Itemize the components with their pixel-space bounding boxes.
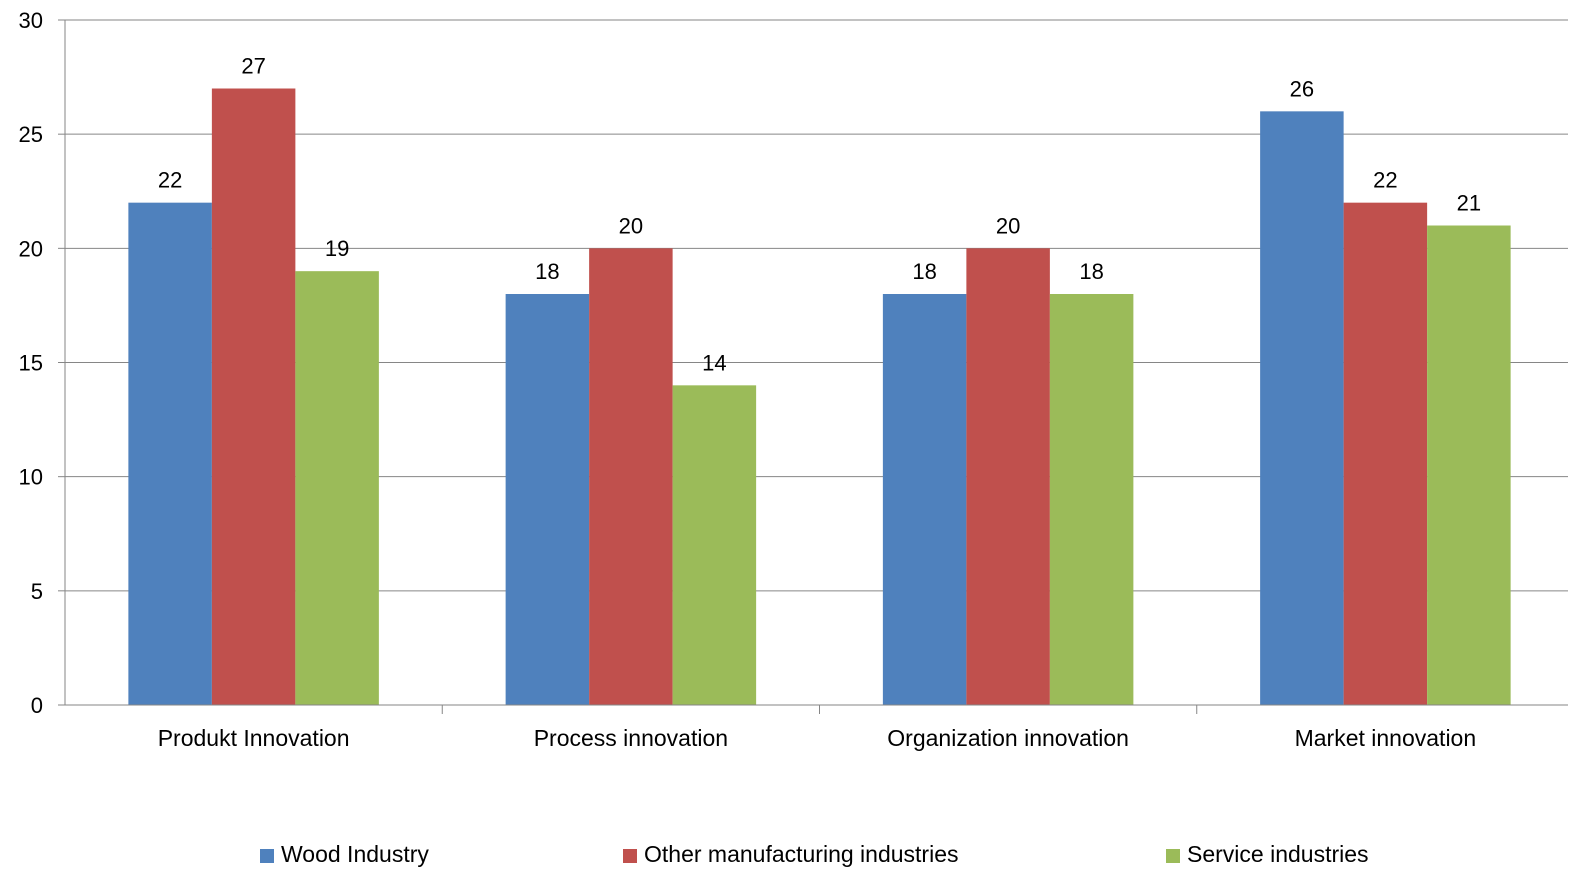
data-label: 27 bbox=[241, 54, 265, 79]
bar bbox=[211, 88, 296, 705]
bar bbox=[295, 271, 379, 705]
x-category-label: Produkt Innovation bbox=[158, 725, 350, 751]
axes: 0 5 10 15 20 25 30 Produkt Innovation Process in… bbox=[19, 8, 1568, 751]
data-label: 22 bbox=[1373, 168, 1397, 193]
legend-item: Service industries bbox=[1166, 841, 1369, 867]
data-label: 20 bbox=[619, 213, 643, 238]
y-tick-label: 5 bbox=[31, 579, 43, 604]
legend-label: Service industries bbox=[1187, 841, 1369, 867]
y-tick-label: 30 bbox=[19, 8, 43, 33]
bar bbox=[1049, 294, 1134, 705]
data-label: 20 bbox=[996, 213, 1020, 238]
data-label: 22 bbox=[158, 168, 182, 193]
y-tick-label: 25 bbox=[19, 122, 43, 147]
legend: Wood Industry Other manufacturing industr… bbox=[260, 841, 1369, 867]
data-label: 21 bbox=[1457, 191, 1481, 216]
data-labels: 22 27 19 18 20 14 18 20 18 26 22 21 bbox=[158, 54, 1481, 376]
legend-item: Wood Industry bbox=[260, 841, 429, 867]
y-tick-label: 0 bbox=[31, 693, 43, 718]
data-label: 19 bbox=[325, 236, 349, 261]
bar bbox=[128, 202, 212, 705]
data-label: 18 bbox=[535, 259, 559, 284]
bar bbox=[1427, 225, 1511, 705]
legend-swatch bbox=[623, 849, 637, 863]
y-tick-label: 10 bbox=[19, 465, 43, 490]
bar bbox=[882, 294, 967, 705]
legend-label: Other manufacturing industries bbox=[644, 841, 959, 867]
x-category-label: Market innovation bbox=[1295, 725, 1477, 751]
data-label: 14 bbox=[702, 350, 726, 375]
bar bbox=[505, 294, 590, 705]
legend-swatch bbox=[1166, 849, 1180, 863]
data-label: 18 bbox=[912, 259, 936, 284]
y-tick-label: 20 bbox=[19, 236, 43, 261]
bar bbox=[672, 385, 757, 705]
legend-label: Wood Industry bbox=[281, 841, 429, 867]
x-category-label: Process innovation bbox=[534, 725, 728, 751]
data-label: 26 bbox=[1290, 76, 1314, 101]
legend-swatch bbox=[260, 849, 274, 863]
bar bbox=[966, 248, 1050, 706]
x-category-label: Organization innovation bbox=[887, 725, 1129, 751]
y-tick-label: 15 bbox=[19, 351, 43, 376]
data-label: 18 bbox=[1079, 259, 1103, 284]
bar bbox=[589, 248, 673, 706]
bar bbox=[1343, 202, 1428, 705]
bar bbox=[1260, 111, 1344, 706]
bars bbox=[128, 88, 1511, 706]
legend-item: Other manufacturing industries bbox=[623, 841, 959, 867]
